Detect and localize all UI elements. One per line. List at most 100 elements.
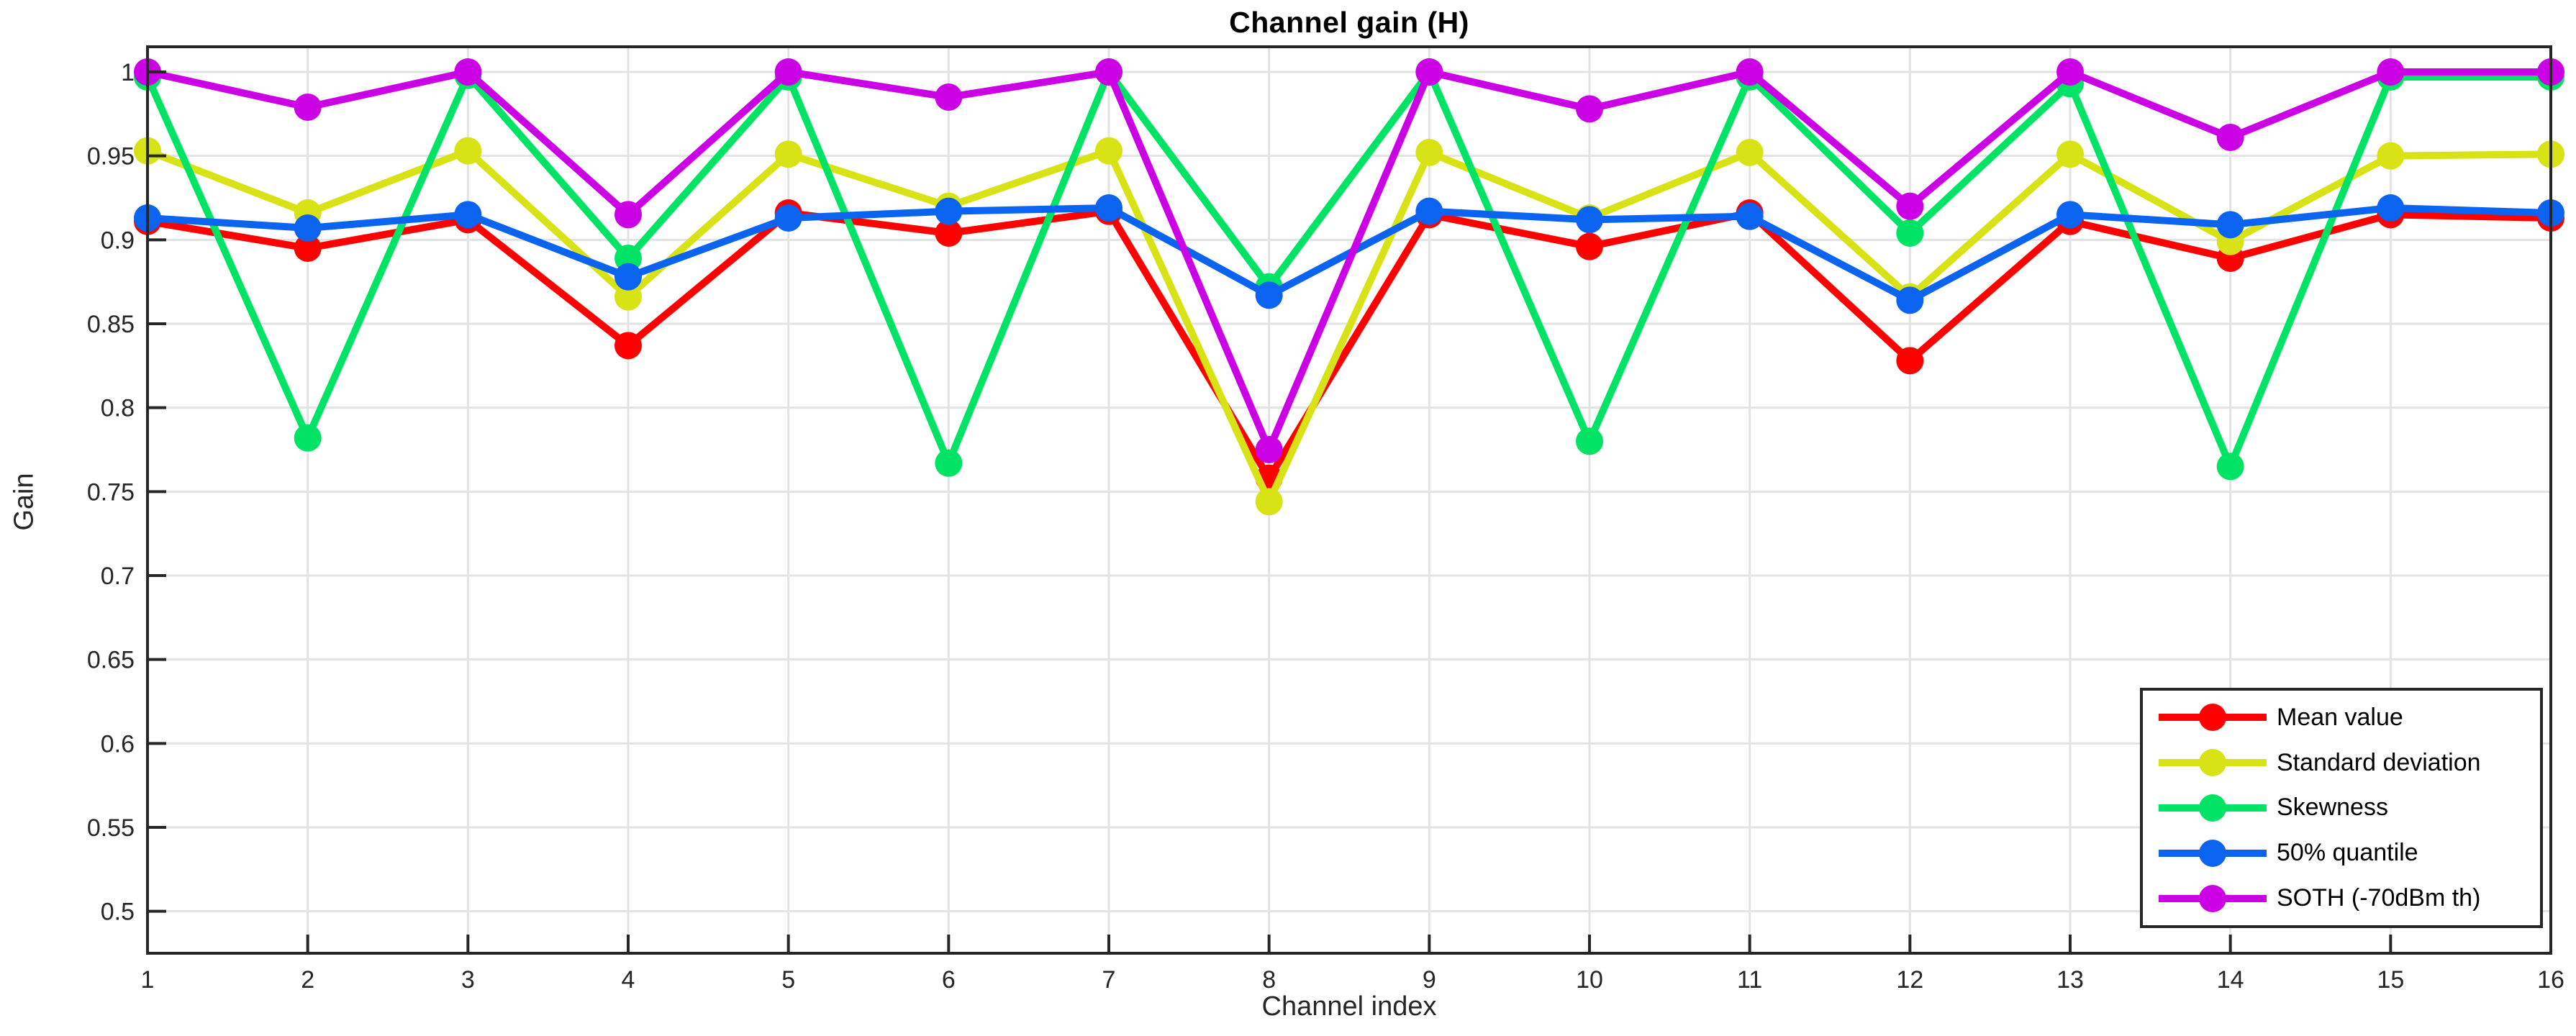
data-point bbox=[1896, 192, 1924, 220]
data-point bbox=[1415, 197, 1443, 225]
data-point bbox=[935, 197, 963, 225]
series-line-4 bbox=[144, 68, 2554, 453]
data-point bbox=[1255, 436, 1283, 463]
data-point bbox=[1415, 139, 1443, 166]
data-point bbox=[1415, 58, 1443, 86]
data-point bbox=[454, 58, 482, 86]
axis-frame bbox=[146, 45, 2552, 955]
data-point bbox=[294, 235, 322, 262]
data-point bbox=[1095, 194, 1123, 222]
legend-swatch-mean bbox=[2159, 701, 2267, 733]
legend-item-skewness: Skewness bbox=[2143, 786, 2540, 830]
legend-swatch-quantile bbox=[2159, 837, 2267, 869]
data-point bbox=[2216, 453, 2244, 481]
legend-label: 50% quantile bbox=[2277, 839, 2418, 867]
data-point bbox=[1736, 58, 1764, 86]
x-tick-label: 9 bbox=[1423, 966, 1436, 994]
series-line-0 bbox=[144, 207, 2554, 482]
y-tick-label: 0.7 bbox=[101, 563, 135, 590]
legend-item-soth: SOTH (-70dBm th) bbox=[2143, 877, 2540, 920]
legend-label: Standard deviation bbox=[2277, 748, 2481, 776]
x-tick-label: 11 bbox=[1737, 966, 1762, 994]
x-tick-label: 5 bbox=[781, 966, 795, 994]
data-point bbox=[935, 219, 963, 247]
data-point bbox=[2056, 201, 2084, 229]
data-point bbox=[1095, 58, 1123, 86]
data-point bbox=[774, 140, 802, 168]
data-point bbox=[294, 214, 322, 242]
legend-item-quantile: 50% quantile bbox=[2143, 832, 2540, 875]
legend-item-std: Standard deviation bbox=[2143, 741, 2540, 784]
x-tick-label: 15 bbox=[2377, 966, 2404, 994]
legend-marker-dot bbox=[2199, 794, 2226, 822]
x-tick-label: 1 bbox=[141, 966, 155, 994]
x-tick-label: 4 bbox=[622, 966, 635, 994]
series-line-2 bbox=[144, 68, 2554, 471]
legend-swatch-std bbox=[2159, 747, 2267, 778]
legend-label: SOTH (-70dBm th) bbox=[2277, 884, 2481, 912]
y-tick-label: 0.85 bbox=[87, 311, 135, 338]
x-tick-label: 10 bbox=[1576, 966, 1603, 994]
y-tick-label: 1 bbox=[121, 59, 135, 86]
chart-title: Channel gain (H) bbox=[1229, 6, 1469, 39]
data-point bbox=[1255, 488, 1283, 516]
data-point bbox=[2216, 124, 2244, 151]
x-tick-label: 16 bbox=[2537, 966, 2564, 994]
legend-label: Skewness bbox=[2277, 794, 2388, 822]
x-axis-label: Channel index bbox=[1261, 991, 1437, 1022]
data-point bbox=[935, 83, 963, 111]
data-point bbox=[1576, 206, 1603, 234]
legend-marker-dot bbox=[2199, 839, 2226, 867]
x-tick-label: 8 bbox=[1262, 966, 1276, 994]
data-point bbox=[2377, 194, 2405, 222]
y-tick-label: 0.65 bbox=[87, 647, 135, 674]
x-tick-label: 7 bbox=[1102, 966, 1116, 994]
legend-marker-dot bbox=[2199, 749, 2226, 777]
data-point bbox=[1896, 286, 1924, 314]
data-point bbox=[774, 58, 802, 86]
data-point bbox=[2056, 58, 2084, 86]
data-point bbox=[1095, 137, 1123, 165]
data-point bbox=[1255, 281, 1283, 309]
legend-marker-dot bbox=[2199, 884, 2226, 912]
data-point bbox=[614, 332, 642, 360]
legend-swatch-soth bbox=[2159, 883, 2267, 914]
y-tick-label: 0.95 bbox=[87, 143, 135, 171]
data-point bbox=[774, 204, 802, 232]
y-tick-label: 0.6 bbox=[101, 730, 135, 758]
y-tick-label: 0.55 bbox=[87, 814, 135, 842]
data-point bbox=[2216, 211, 2244, 239]
legend-item-mean: Mean value bbox=[2143, 696, 2540, 739]
data-point bbox=[1736, 202, 1764, 230]
series-line-1 bbox=[144, 147, 2554, 506]
data-point bbox=[935, 449, 963, 477]
data-point bbox=[614, 201, 642, 229]
legend-box: Mean value Standard deviation Skewness 5… bbox=[2140, 688, 2543, 928]
data-point bbox=[614, 283, 642, 311]
x-tick-label: 13 bbox=[2056, 966, 2084, 994]
x-tick-label: 12 bbox=[1896, 966, 1923, 994]
data-point bbox=[1576, 232, 1603, 260]
data-point bbox=[2377, 142, 2405, 170]
data-point bbox=[1896, 219, 1924, 247]
data-point bbox=[454, 201, 482, 229]
data-point bbox=[614, 263, 642, 291]
data-point bbox=[2377, 58, 2405, 86]
data-point bbox=[1576, 427, 1603, 455]
data-point bbox=[1576, 95, 1603, 123]
y-tick-label: 0.75 bbox=[87, 478, 135, 506]
data-point bbox=[2056, 140, 2084, 168]
data-point bbox=[1896, 347, 1924, 375]
legend-swatch-skewness bbox=[2159, 792, 2267, 824]
y-tick-label: 0.5 bbox=[101, 899, 135, 926]
x-tick-label: 6 bbox=[942, 966, 956, 994]
data-point bbox=[294, 94, 322, 121]
y-axis-label: Gain bbox=[9, 473, 40, 531]
y-tick-label: 0.8 bbox=[101, 395, 135, 422]
data-point bbox=[1736, 139, 1764, 166]
x-tick-label: 3 bbox=[461, 966, 475, 994]
x-tick-label: 14 bbox=[2217, 966, 2244, 994]
data-point bbox=[454, 137, 482, 165]
